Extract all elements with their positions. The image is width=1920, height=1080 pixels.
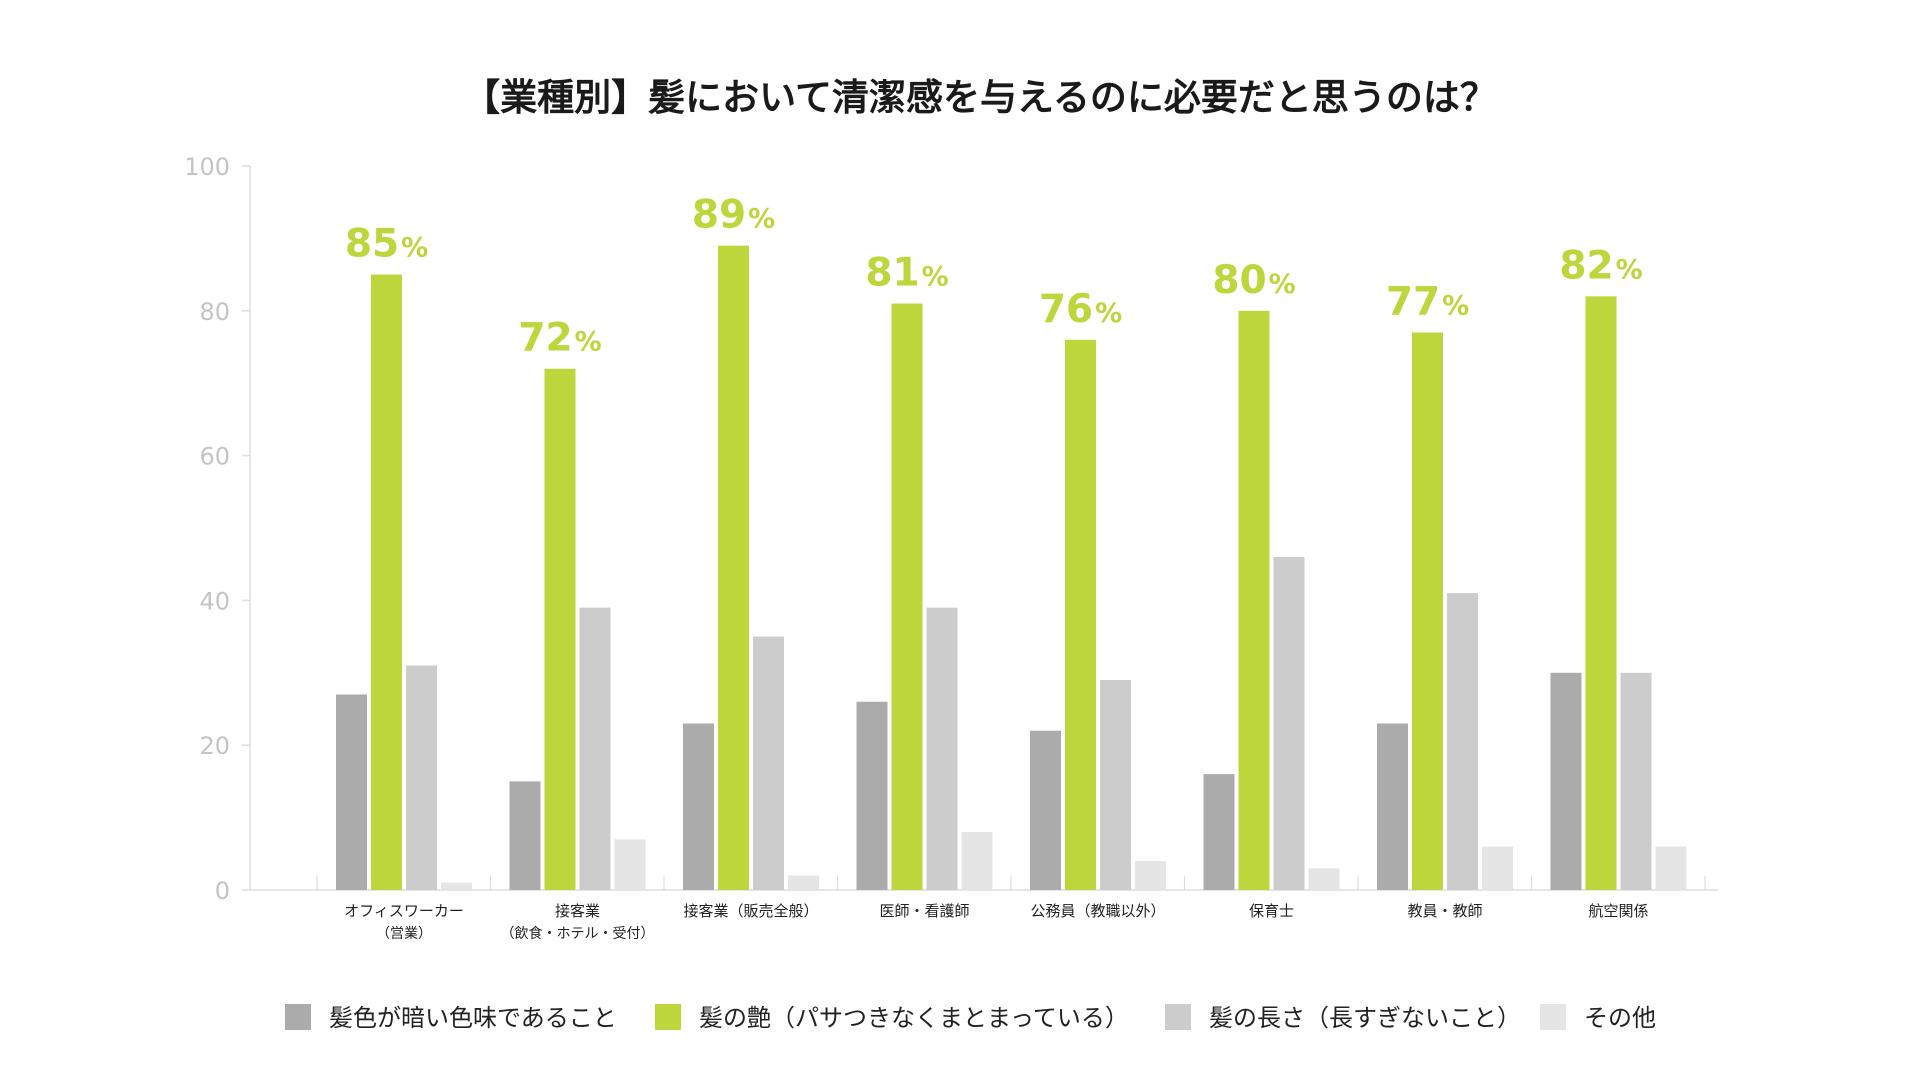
y-tick-label: 100	[184, 153, 230, 181]
legend-swatch	[1165, 1004, 1191, 1030]
category-label: 保育士	[1249, 902, 1294, 920]
category-label: （営業）	[376, 926, 432, 942]
bar-series3-4	[926, 607, 958, 890]
value-label: 85%	[345, 222, 428, 267]
legend-label: その他	[1584, 1004, 1656, 1032]
legend-swatch	[285, 1004, 311, 1030]
y-tick-label: 0	[215, 877, 230, 905]
bar-series2-6	[1238, 310, 1270, 890]
category-label: オフィスワーカー	[344, 902, 464, 920]
value-label: 80%	[1212, 258, 1295, 303]
bar-series4-1	[441, 882, 472, 890]
legend-swatch	[1540, 1004, 1566, 1030]
category-label: 公務員（教職以外）	[1030, 902, 1165, 920]
bar-series1-4	[856, 701, 888, 890]
bar-series2-4	[891, 303, 923, 890]
bar-series4-6	[1308, 868, 1340, 890]
value-label: 77%	[1386, 280, 1469, 325]
chart-legend: 髪色が暗い色味であること 髪の艶（パサつきなくまとまっている） 髪の長さ（長すぎない…	[285, 1004, 1656, 1032]
bar-series2-3	[718, 245, 749, 890]
bar-series2-5	[1065, 339, 1096, 890]
bar-series3-8	[1620, 672, 1652, 890]
category-label: 教員・教師	[1407, 902, 1482, 920]
category-labels: オフィスワーカー （営業） 接客業 （飲食・ホテル・受付） 接客業（販売全般） 医師・看護…	[344, 902, 1648, 942]
value-label: 76%	[1039, 287, 1122, 332]
legend-label: 髪色が暗い色味であること	[329, 1004, 617, 1032]
value-label: 89%	[692, 193, 775, 238]
bar-series4-4	[961, 832, 993, 890]
bar-series4-5	[1135, 861, 1166, 890]
category-label: 接客業	[555, 902, 600, 920]
value-labels: 85% 72% 89% 81% 76% 80% 77% 82%	[345, 193, 1643, 361]
y-tick-label: 60	[199, 443, 230, 471]
category-label: 航空関係	[1588, 902, 1648, 920]
legend-label: 髪の長さ（長すぎないこと）	[1209, 1004, 1521, 1032]
bar-series1-1	[336, 694, 367, 890]
bar-series1-2	[509, 781, 541, 890]
bar-series1-8	[1550, 672, 1582, 890]
y-tick-label: 20	[199, 732, 230, 760]
legend-label: 髪の艶（パサつきなくまとまっている）	[699, 1004, 1129, 1032]
y-tick-label: 40	[199, 587, 230, 615]
bar-series3-2	[579, 607, 611, 890]
bar-series4-7	[1482, 846, 1513, 890]
bar-series4-8	[1655, 846, 1687, 890]
bar-series2-1	[371, 274, 402, 891]
y-tick-label: 80	[199, 298, 230, 326]
value-label: 82%	[1559, 243, 1642, 288]
bar-series1-5	[1030, 730, 1061, 890]
bar-series1-7	[1377, 723, 1408, 890]
bar-series1-6	[1203, 774, 1235, 890]
category-label: （飲食・ホテル・受付）	[501, 925, 655, 942]
bar-series2-7	[1412, 332, 1443, 890]
bar-series4-3	[788, 875, 819, 890]
category-label: 接客業（販売全般）	[683, 902, 818, 920]
bar-series2-2	[544, 368, 576, 891]
chart-bars	[336, 245, 1687, 891]
bar-series3-3	[753, 636, 784, 890]
bar-series3-1	[406, 665, 437, 890]
legend-swatch	[655, 1004, 681, 1030]
category-label: 医師・看護師	[879, 902, 969, 920]
chart-title: 【業種別】髪において清潔感を与えるのに必要だと思うのは？	[463, 76, 1497, 119]
value-label: 81%	[865, 251, 948, 296]
bar-series3-5	[1100, 680, 1131, 890]
bar-series3-6	[1273, 556, 1305, 890]
bar-series2-8	[1585, 296, 1617, 890]
bar-series4-2	[614, 839, 646, 890]
bar-series3-7	[1447, 593, 1478, 890]
bar-series1-3	[683, 723, 714, 890]
value-label: 72%	[518, 316, 601, 361]
